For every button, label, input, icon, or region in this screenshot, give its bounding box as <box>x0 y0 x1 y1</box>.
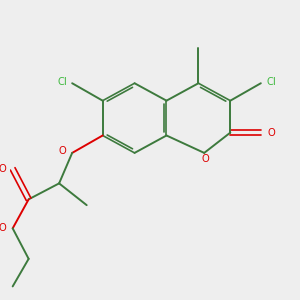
Text: O: O <box>0 224 6 233</box>
Text: O: O <box>58 146 66 157</box>
Text: Cl: Cl <box>266 77 276 87</box>
Text: O: O <box>0 164 6 174</box>
Text: O: O <box>202 154 210 164</box>
Text: Cl: Cl <box>57 77 67 87</box>
Text: O: O <box>267 128 275 138</box>
